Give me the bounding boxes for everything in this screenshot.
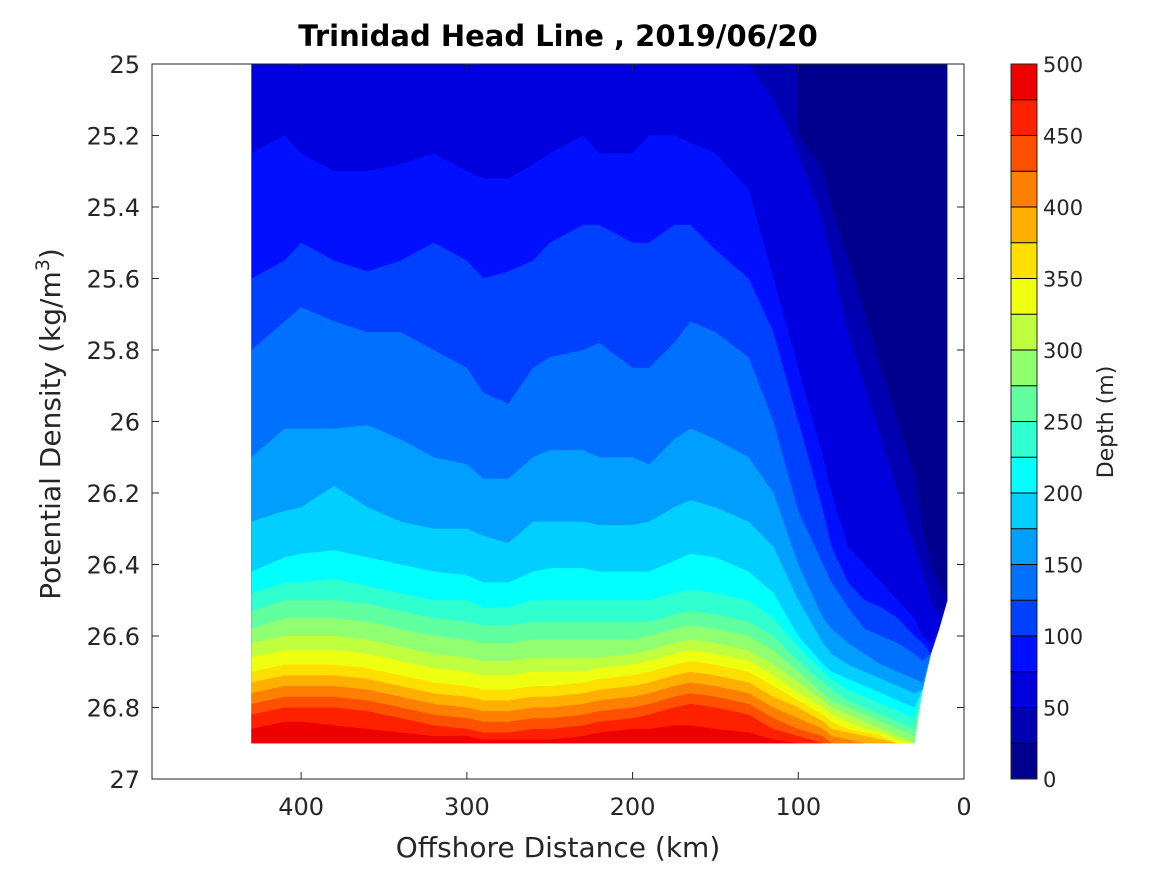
y-tick-label: 25 [109, 51, 140, 79]
colorbar-segment-450 [1011, 99, 1037, 136]
colorbar-segment-75 [1011, 636, 1037, 673]
colorbar-segment-300 [1011, 314, 1037, 351]
colorbar-segment-0 [1011, 743, 1037, 780]
colorbar-tick-label: 300 [1043, 339, 1083, 363]
colorbar-tick-label: 200 [1043, 482, 1083, 506]
depth-band-400 [251, 600, 948, 744]
y-tick-label: 26.6 [87, 623, 140, 651]
colorbar-segment-175 [1011, 493, 1037, 530]
colorbar-tick-label: 50 [1043, 697, 1070, 721]
x-tick-label: 300 [444, 793, 490, 821]
contour-fill-layer [251, 64, 948, 744]
depth-band-475 [251, 600, 948, 744]
x-axis-label: Offshore Distance (km) [396, 831, 721, 864]
y-axis-ticks: 25 25.2 25.4 25.6 25.8 26 26.2 26.4 26.6 26.8 27 [87, 51, 964, 794]
colorbar-tick-label: 450 [1043, 125, 1083, 149]
colorbar-segment-275 [1011, 350, 1037, 387]
colorbar-segment-250 [1011, 385, 1037, 422]
colorbar-tick-label: 100 [1043, 625, 1083, 649]
colorbar-segment-150 [1011, 528, 1037, 565]
y-axis-label-sup: 3 [32, 259, 54, 271]
y-tick-label: 25.8 [87, 337, 140, 365]
chart-title: Trinidad Head Line , 2019/06/20 [298, 19, 818, 53]
colorbar-segment-125 [1011, 564, 1037, 601]
x-tick-label: 200 [610, 793, 656, 821]
y-axis-label-main: Potential Density (kg/m [34, 271, 67, 600]
colorbar [1010, 63, 1038, 780]
y-tick-label: 26.4 [87, 552, 140, 580]
colorbar-segment-50 [1011, 671, 1037, 708]
colorbar-segment-325 [1011, 278, 1037, 315]
y-tick-label: 27 [109, 766, 140, 794]
colorbar-tick-label: 250 [1043, 411, 1083, 435]
y-axis-label-end: ) [34, 248, 67, 259]
y-tick-label: 26.2 [87, 480, 140, 508]
colorbar-segment-100 [1011, 600, 1037, 637]
y-axis-label: Potential Density (kg/m3) [32, 248, 67, 600]
colorbar-segment-350 [1011, 242, 1037, 279]
x-tick-label: 100 [775, 793, 821, 821]
colorbar-segment-25 [1011, 707, 1037, 744]
colorbar-label: Depth (m) [1094, 366, 1119, 479]
x-tick-label: 0 [956, 793, 971, 821]
y-tick-label: 26.8 [87, 695, 140, 723]
colorbar-ticks: 0 50 100 150 200 250 300 350 400 450 500 [1043, 53, 1083, 792]
x-tick-label: 400 [278, 793, 324, 821]
colorbar-tick-label: 350 [1043, 268, 1083, 292]
colorbar-segment-475 [1011, 64, 1037, 101]
y-tick-label: 26 [109, 409, 140, 437]
colorbar-segment-375 [1011, 207, 1037, 244]
colorbar-tick-label: 500 [1043, 53, 1083, 77]
colorbar-segment-225 [1011, 421, 1037, 458]
colorbar-segment-400 [1011, 171, 1037, 208]
y-tick-label: 25.2 [87, 123, 140, 151]
y-tick-label: 25.6 [87, 266, 140, 294]
colorbar-tick-label: 150 [1043, 554, 1083, 578]
y-tick-label: 25.4 [87, 194, 140, 222]
x-axis-ticks: 400 300 200 100 0 [278, 64, 972, 821]
colorbar-segment-425 [1011, 135, 1037, 172]
colorbar-segment-200 [1011, 457, 1037, 494]
colorbar-tick-label: 0 [1043, 768, 1056, 792]
colorbar-tick-label: 400 [1043, 196, 1083, 220]
